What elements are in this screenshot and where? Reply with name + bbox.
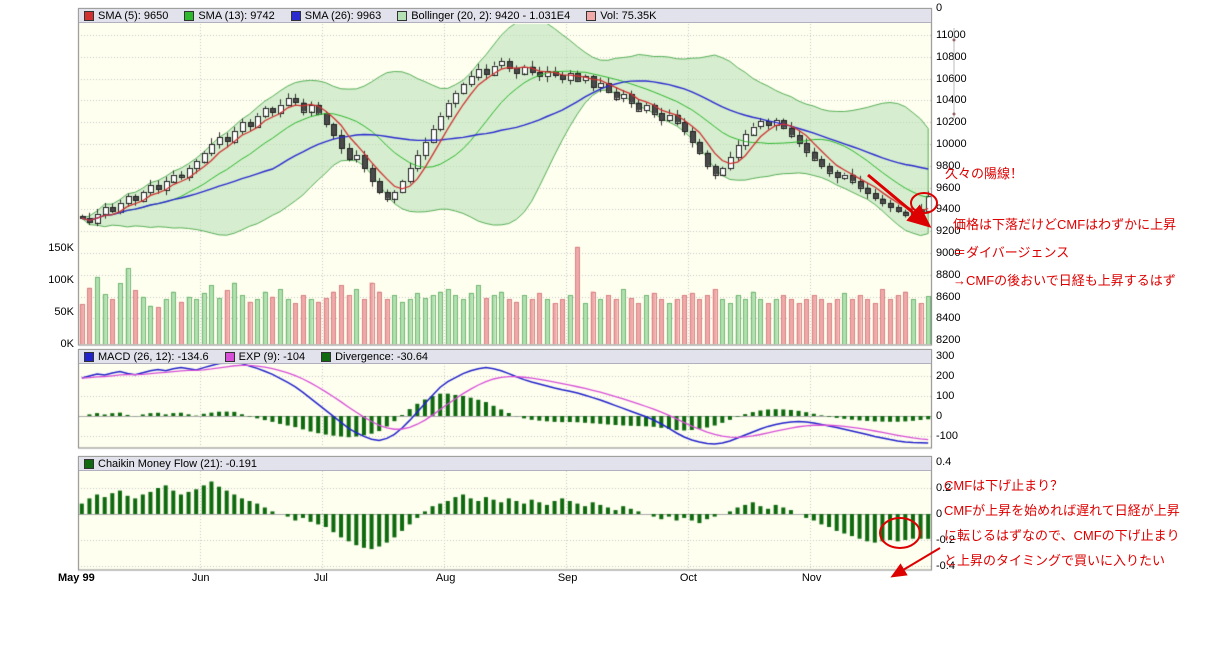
annotation-line: CMFが上昇を始めれば遅れて日経が上昇 (944, 503, 1180, 518)
axis-tick: 9200 (936, 225, 961, 238)
legend-label: Bollinger (20, 2): 9420 - 1.031E4 (411, 9, 571, 22)
legend-label: SMA (13): 9742 (198, 9, 275, 22)
axis-tick: 0 (936, 2, 943, 14)
legend-label: SMA (26): 9963 (304, 9, 382, 22)
x-axis-month-label: Oct (679, 572, 697, 584)
annotation-cmf-block: CMFは下げ止まり？ CMFが上昇を始めれば遅れて日経が上昇 に転じるはずなので… (944, 473, 1180, 573)
legend-label: SMA (5): 9650 (98, 9, 169, 22)
axis-tick: -0.2 (936, 534, 955, 546)
legend-swatch (397, 10, 408, 21)
axis-tick: 0 (936, 508, 943, 520)
x-axis-month-label: Aug (435, 572, 456, 584)
axis-tick: -100 (936, 430, 959, 442)
annotation-line: →CMFの後おいで日経も上昇するはず (953, 273, 1176, 288)
legend-label: EXP (9): -104 (238, 350, 306, 363)
axis-tick: 50K (54, 306, 74, 318)
axis-tick: 10200 (936, 116, 967, 129)
axis-tick: 200 (936, 370, 955, 382)
axis-tick: 0K (60, 338, 74, 350)
annotation-bullish-candle: 久々の陽線！ (945, 166, 1024, 181)
legend-swatch (586, 10, 597, 21)
x-axis-month-label: Sep (557, 572, 578, 584)
legend-item: SMA (13): 9742 (184, 9, 275, 22)
axis-tick: 8800 (936, 268, 961, 281)
x-axis-month-label: Jul (313, 572, 328, 584)
legend-swatch (84, 351, 94, 362)
legend-swatch (184, 10, 195, 21)
x-axis-month-label: Jun (191, 572, 210, 584)
legend-item: EXP (9): -104 (224, 350, 306, 363)
legend-swatch (84, 458, 94, 469)
axis-tick: 10000 (936, 138, 967, 150)
legend-label: Vol: 75.35K (600, 9, 657, 22)
axis-tick: 0 (936, 410, 943, 422)
annotation-divergence-block: 価格は下落だけどCMFはわずかに上昇 ＝ダイバージェンス →CMFの後おいで日経… (953, 211, 1176, 295)
axis-tick: 11000 (936, 29, 966, 41)
axis-tick: 150K (48, 242, 74, 254)
legend-swatch (321, 351, 332, 362)
axis-tick: 9800 (936, 159, 961, 172)
annotation-line: 価格は下落だけどCMFはわずかに上昇 (953, 217, 1177, 232)
legend-item: MACD (26, 12): -134.6 (84, 351, 209, 363)
axis-tick: 100K (48, 274, 74, 286)
axis-tick: 100 (936, 390, 955, 402)
legend-item: SMA (26): 9963 (290, 9, 382, 22)
axis-tick: 0.4 (936, 456, 952, 468)
axis-tick: 0.2 (936, 482, 952, 494)
axis-tick: 8600 (936, 290, 961, 303)
legend-swatch (290, 10, 301, 21)
axis-tick: 10600 (936, 72, 967, 85)
legend-item: Bollinger (20, 2): 9420 - 1.031E4 (397, 10, 570, 22)
legend-label: Divergence: -30.64 (335, 350, 429, 363)
legend-item: Chaikin Money Flow (21): -0.191 (84, 458, 257, 470)
annotation-line: CMFは下げ止まり？ (944, 478, 1064, 493)
legend-item: SMA (5): 9650 (84, 10, 168, 22)
annotation-line: に転じるはずなので、CMFの下げ止まり (944, 528, 1180, 543)
axis-tick: 8400 (936, 312, 961, 325)
legend-item: Divergence: -30.64 (321, 351, 428, 363)
axis-tick: 10800 (936, 50, 967, 63)
legend-swatch (224, 351, 235, 362)
axis-tick: 9400 (936, 203, 961, 216)
cmf-legend: Chaikin Money Flow (21): -0.191 (79, 457, 931, 471)
macd-legend: MACD (26, 12): -134.6 EXP (9): -104 Diverg… (79, 350, 931, 364)
legend-label: Chaikin Money Flow (21): -0.191 (98, 457, 257, 470)
axis-tick: 300 (936, 350, 955, 362)
annotation-line: と上昇のタイミングで買いに入りたい (944, 553, 1166, 568)
price-legend: SMA (5): 9650 SMA (13): 9742 SMA (26): 996… (79, 9, 931, 23)
legend-label: MACD (26, 12): -134.6 (98, 350, 209, 363)
annotation-line: ＝ダイバージェンス (953, 245, 1070, 260)
axis-tick: -0.4 (936, 560, 955, 572)
axis-tick: 9600 (936, 181, 961, 194)
legend-item: Vol: 75.35K (586, 10, 656, 22)
axis-tick: 9000 (936, 247, 961, 259)
axis-tick: 8200 (936, 334, 961, 347)
legend-swatch (84, 10, 94, 21)
axis-tick: 10400 (936, 94, 967, 107)
x-axis-month-label: Nov (801, 572, 822, 584)
x-axis-month-label: May 99 (58, 572, 95, 584)
